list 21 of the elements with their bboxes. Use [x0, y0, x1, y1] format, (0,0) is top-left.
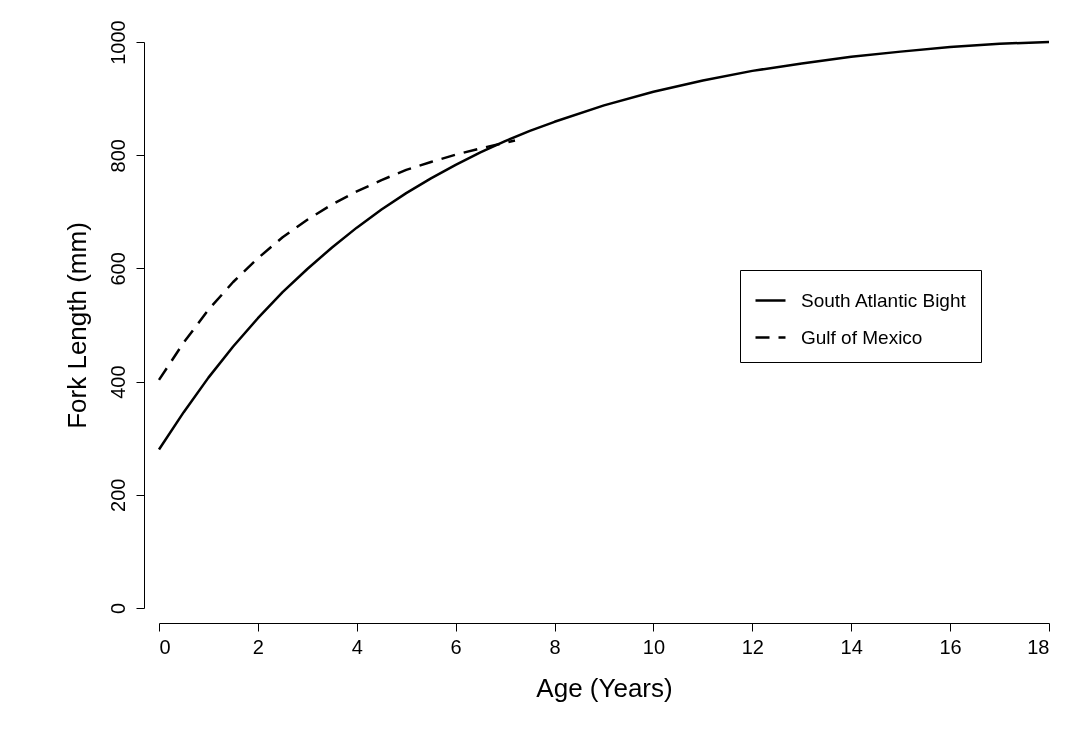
x-tick-label: 0 — [159, 635, 171, 658]
y-tick-label: 800 — [106, 139, 129, 173]
x-tick-label: 2 — [252, 635, 264, 658]
x-tick-label: 8 — [549, 635, 561, 658]
legend-label: South Atlantic Bight — [801, 289, 967, 311]
line-series — [157, 40, 1051, 451]
x-tick-label: 18 — [1027, 635, 1050, 658]
x-tick-label: 16 — [939, 635, 962, 658]
legend-label: Gulf of Mexico — [801, 326, 923, 348]
x-axis-title: Age (Years) — [536, 672, 673, 703]
y-tick-label: 0 — [106, 602, 129, 615]
x-tick-label: 12 — [741, 635, 764, 658]
y-tick-label: 1000 — [106, 20, 129, 65]
x-tick-label: 14 — [840, 635, 863, 658]
x-tick-label: 6 — [450, 635, 462, 658]
y-tick-label: 200 — [106, 478, 129, 512]
y-axis-title: Fork Length (mm) — [61, 222, 92, 429]
y-tick-label: 400 — [106, 365, 129, 399]
x-tick-label: 4 — [351, 635, 363, 658]
x-tick-label: 10 — [642, 635, 666, 658]
y-tick-label: 600 — [106, 252, 129, 286]
